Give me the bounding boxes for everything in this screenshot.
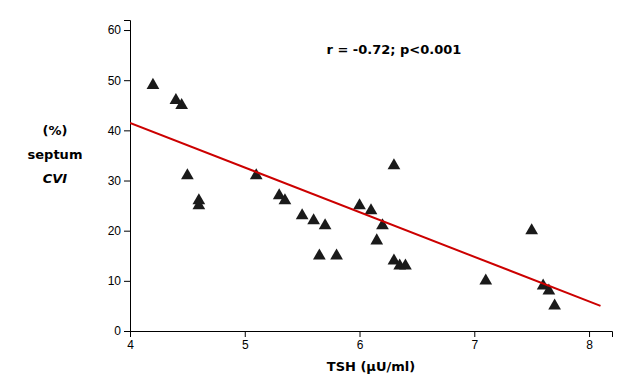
- point: [147, 78, 160, 89]
- point: [279, 193, 292, 204]
- point: [193, 198, 206, 209]
- y-tick: 0: [114, 324, 130, 338]
- y-tick-label: 60: [108, 23, 122, 37]
- y-tick: 30: [108, 174, 130, 188]
- plot-area: 4 5 6 7 8 0 10 20 30 40 50 60 r = -0.72; p<0.001: [108, 21, 613, 352]
- scatter-series: [147, 78, 561, 310]
- y-axis-title: (%): [43, 123, 68, 138]
- y-tick: 20: [108, 224, 130, 238]
- y-tick-mark: [124, 281, 130, 282]
- point: [330, 248, 343, 259]
- point: [525, 223, 538, 234]
- chart: 4 5 6 7 8 0 10 20 30 40 50 60 r = -0.72; p<0.001 TSH …: [0, 0, 637, 383]
- x-tick-label: 6: [357, 338, 364, 352]
- annotation: r = -0.72; p<0.001: [327, 42, 462, 57]
- y-tick: 10: [108, 274, 130, 288]
- y-tick-mark: [124, 30, 130, 31]
- x-tick-mark: [245, 331, 246, 337]
- point: [319, 218, 332, 229]
- x-tick-mark: [360, 331, 361, 337]
- y-axis-title: septum: [28, 147, 83, 162]
- point: [370, 233, 383, 244]
- point: [296, 208, 309, 219]
- x-tick: 8: [586, 331, 593, 352]
- y-axis-line: [124, 21, 131, 332]
- point: [181, 168, 194, 179]
- y-tick-label: 40: [108, 124, 122, 138]
- x-tick: 6: [357, 331, 364, 352]
- x-axis-line: [131, 332, 613, 338]
- y-tick-label: 10: [108, 274, 122, 288]
- y-axis-title: CVI: [43, 171, 68, 186]
- y-tick: 50: [108, 74, 130, 88]
- x-axis: 4 5 6 7 8: [127, 331, 612, 352]
- x-tick-mark: [474, 331, 475, 337]
- y-tick-mark: [124, 181, 130, 182]
- point: [175, 98, 188, 109]
- point: [307, 213, 320, 224]
- y-tick-mark: [124, 80, 130, 81]
- point: [313, 248, 326, 259]
- x-tick-label: 7: [471, 338, 478, 352]
- point: [388, 158, 401, 169]
- x-tick-mark: [589, 331, 590, 337]
- point: [399, 258, 412, 269]
- x-tick-label: 8: [586, 338, 593, 352]
- y-tick-label: 20: [108, 224, 122, 238]
- y-tick-label: 0: [114, 324, 121, 338]
- y-tick: 40: [108, 124, 130, 138]
- marks: [130, 78, 601, 310]
- point: [479, 273, 492, 284]
- x-tick: 5: [242, 331, 249, 352]
- point: [548, 299, 561, 310]
- y-tick-mark: [124, 130, 130, 131]
- point: [353, 198, 366, 209]
- point: [365, 203, 378, 214]
- y-tick-label: 30: [108, 174, 122, 188]
- x-tick-label: 4: [127, 338, 134, 352]
- regression-line: [130, 123, 601, 306]
- x-tick-label: 5: [242, 338, 249, 352]
- y-tick-label: 50: [108, 74, 122, 88]
- x-axis-title: TSH (μU/ml): [327, 359, 415, 374]
- x-tick: 4: [127, 331, 134, 352]
- x-tick: 7: [471, 331, 478, 352]
- y-tick: 60: [108, 23, 130, 37]
- y-tick-mark: [124, 331, 130, 332]
- y-axis: 0 10 20 30 40 50 60: [108, 21, 131, 339]
- y-tick-mark: [124, 231, 130, 232]
